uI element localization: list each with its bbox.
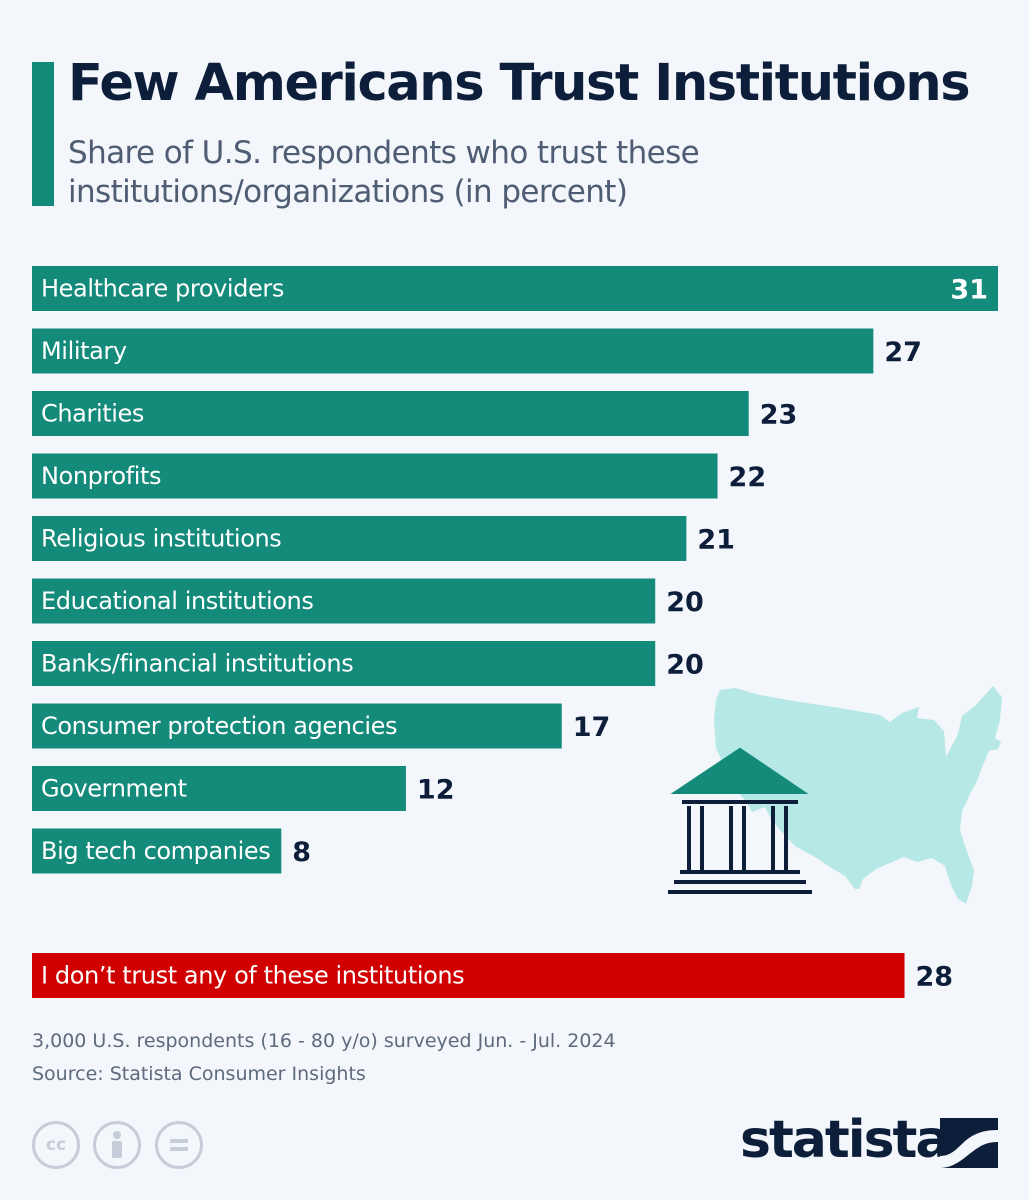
category-bar-label: Military <box>41 337 127 365</box>
category-bar <box>32 266 998 311</box>
equals-icon <box>170 1139 188 1151</box>
person-icon <box>112 1131 122 1158</box>
no-trust-value-label: 28 <box>916 962 954 993</box>
category-value-label: 27 <box>884 337 922 368</box>
category-value-label: 23 <box>760 400 798 431</box>
category-value-label: 31 <box>950 275 988 306</box>
no-derivatives-icon[interactable] <box>155 1121 203 1169</box>
category-bar-label: Big tech companies <box>41 837 270 865</box>
category-bar <box>32 703 562 749</box>
source-note: Source: Statista Consumer Insights <box>32 1063 366 1085</box>
category-bar-label: Healthcare providers <box>41 275 284 303</box>
category-value-label: 21 <box>697 525 735 556</box>
category-bar <box>32 828 282 874</box>
category-bar-label: Nonprofits <box>41 462 161 490</box>
category-value-label: 17 <box>573 712 611 743</box>
no-trust-bar <box>32 953 905 998</box>
statista-logo-icon <box>940 1118 998 1168</box>
page-subtitle: Share of U.S. respondents who trust thes… <box>68 135 700 210</box>
no-trust-bar-label: I don’t trust any of these institutions <box>41 962 464 990</box>
category-bar-label: Government <box>41 775 187 803</box>
us-map-icon <box>714 686 1002 904</box>
category-bar <box>32 641 656 686</box>
category-bar <box>32 391 749 436</box>
attribution-icon[interactable] <box>93 1121 141 1169</box>
category-value-label: 8 <box>292 837 311 868</box>
title-accent-bar <box>32 62 54 206</box>
category-value-label: 20 <box>666 650 704 681</box>
statista-logo-text[interactable]: statista <box>740 1110 950 1170</box>
category-bar <box>32 453 718 499</box>
category-value-label: 20 <box>666 587 704 618</box>
illustration <box>668 686 1002 904</box>
category-value-label: 12 <box>417 775 455 806</box>
category-bar <box>32 766 406 811</box>
bar-chart: Healthcare providers 31 Military 27 Charitie… <box>32 266 1002 998</box>
category-bar-label: Educational institutions <box>41 587 313 615</box>
survey-note: 3,000 U.S. respondents (16 - 80 y/o) sur… <box>32 1030 616 1052</box>
category-bar-label: Consumer protection agencies <box>41 712 397 740</box>
page-title: Few Americans Trust Institutions <box>68 54 971 113</box>
institution-building-icon <box>668 747 812 894</box>
cc-icon[interactable]: cc <box>32 1121 80 1169</box>
category-bar-label: Charities <box>41 400 144 428</box>
category-value-label: 22 <box>729 462 767 493</box>
category-bar-label: Religious institutions <box>41 525 281 553</box>
category-bar-label: Banks/financial institutions <box>41 650 353 678</box>
bars-group: Healthcare providers 31 Military 27 Charitie… <box>32 266 998 998</box>
category-bar <box>32 328 874 374</box>
category-bar <box>32 578 656 624</box>
category-bar <box>32 516 687 561</box>
